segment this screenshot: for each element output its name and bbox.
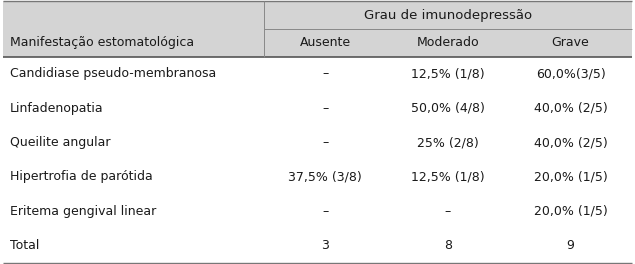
Text: 60,0%(3/5): 60,0%(3/5) <box>536 67 605 81</box>
Bar <box>3 1 632 29</box>
Text: Moderado: Moderado <box>417 36 479 49</box>
Text: 3: 3 <box>321 239 330 252</box>
Text: 20,0% (1/5): 20,0% (1/5) <box>533 205 608 218</box>
Text: –: – <box>322 67 328 81</box>
Text: 25% (2/8): 25% (2/8) <box>417 136 479 149</box>
Text: –: – <box>445 205 451 218</box>
Text: 9: 9 <box>566 239 575 252</box>
Text: Grave: Grave <box>552 36 589 49</box>
Text: Eritema gengival linear: Eritema gengival linear <box>10 205 156 218</box>
Text: 50,0% (4/8): 50,0% (4/8) <box>411 102 485 115</box>
Text: 20,0% (1/5): 20,0% (1/5) <box>533 170 608 183</box>
Text: –: – <box>322 136 328 149</box>
Text: –: – <box>322 205 328 218</box>
Text: Linfadenopatia: Linfadenopatia <box>10 102 103 115</box>
Text: Manifestação estomatológica: Manifestação estomatológica <box>10 36 194 49</box>
Bar <box>3 160 632 194</box>
Bar <box>3 194 632 228</box>
Text: Ausente: Ausente <box>300 36 351 49</box>
Text: Candidiase pseudo-membranosa: Candidiase pseudo-membranosa <box>10 67 216 81</box>
Bar <box>3 228 632 263</box>
Bar <box>3 91 632 125</box>
Text: 12,5% (1/8): 12,5% (1/8) <box>411 170 485 183</box>
Text: Queilite angular: Queilite angular <box>10 136 110 149</box>
Text: 8: 8 <box>444 239 452 252</box>
Bar <box>3 125 632 160</box>
Bar <box>3 29 632 57</box>
Text: 37,5% (3/8): 37,5% (3/8) <box>288 170 362 183</box>
Text: –: – <box>322 102 328 115</box>
Text: 40,0% (2/5): 40,0% (2/5) <box>533 102 608 115</box>
Text: 12,5% (1/8): 12,5% (1/8) <box>411 67 485 81</box>
Bar <box>3 57 632 91</box>
Text: Hipertrofia de parótida: Hipertrofia de parótida <box>10 170 152 183</box>
Text: Total: Total <box>10 239 39 252</box>
Text: Grau de imunodepressão: Grau de imunodepressão <box>364 9 532 22</box>
Text: 40,0% (2/5): 40,0% (2/5) <box>533 136 608 149</box>
